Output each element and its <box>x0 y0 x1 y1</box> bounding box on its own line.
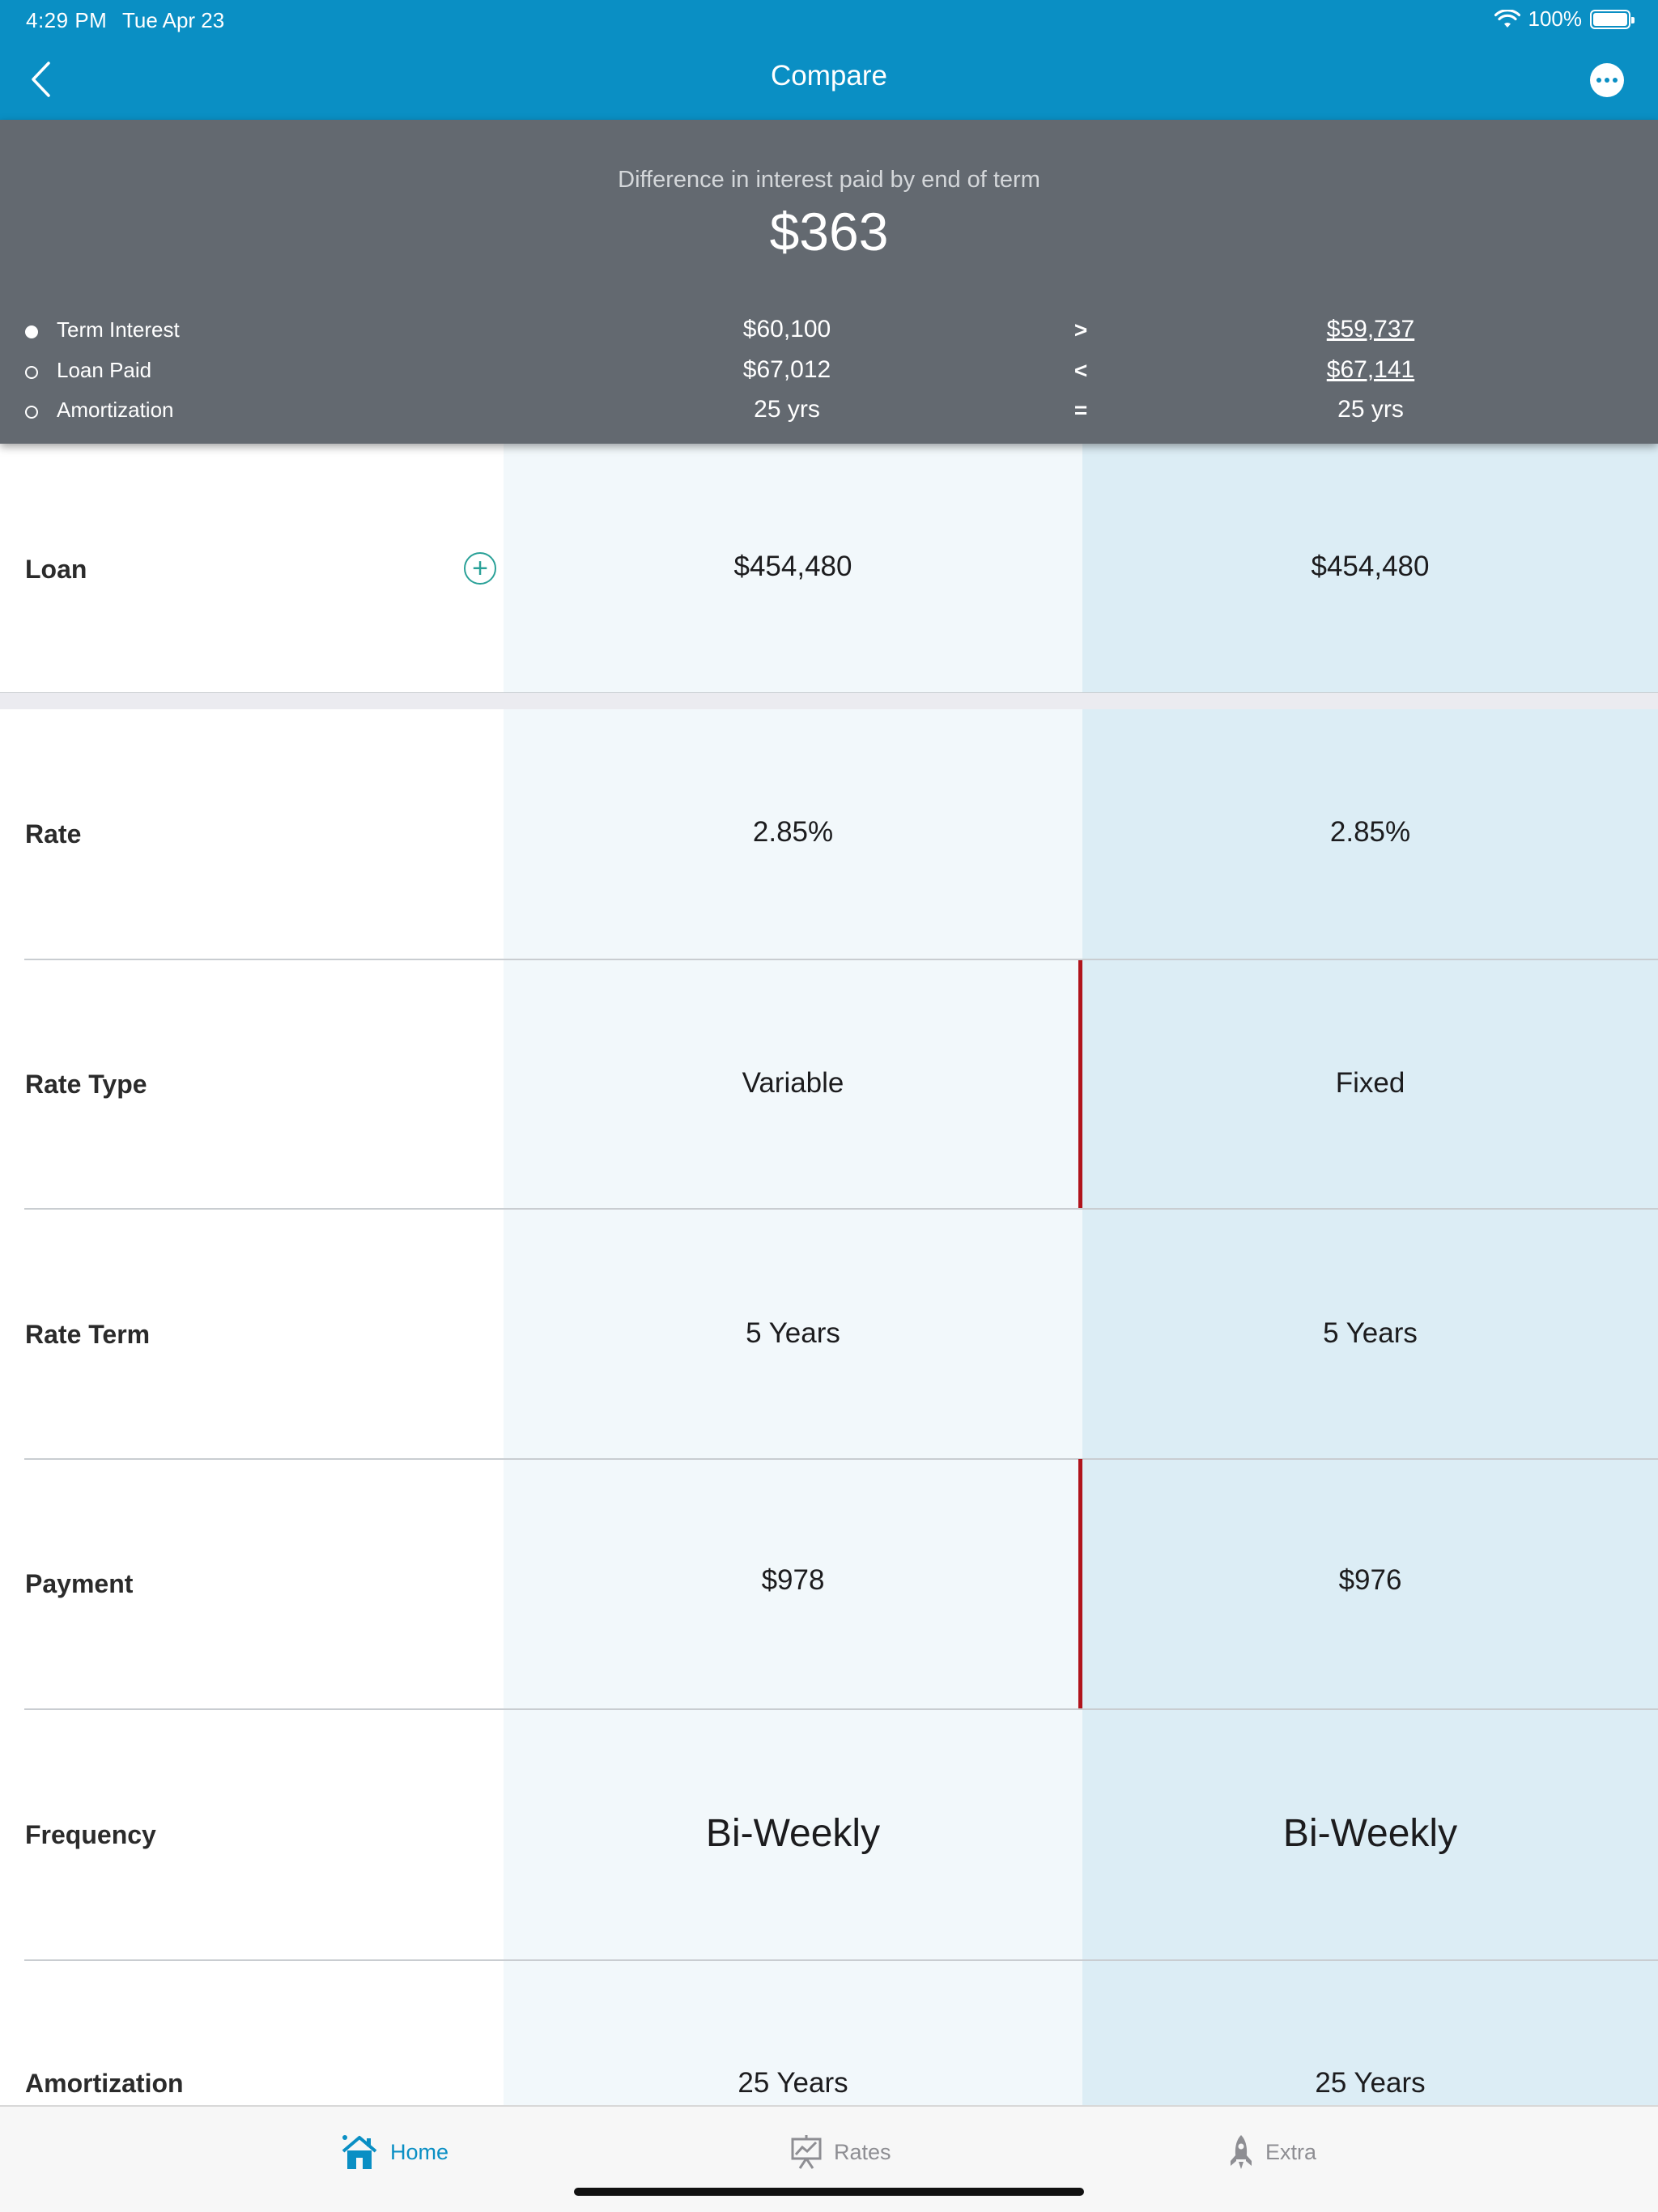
scenario-b-column <box>1082 444 1658 2105</box>
scenario-a-value[interactable]: $978 <box>761 1564 825 1596</box>
summary-row-amortization[interactable]: Amortization 25 yrs = 25 yrs <box>0 394 1658 435</box>
home-icon <box>342 2135 377 2169</box>
status-time: 4:29 PM <box>26 8 108 32</box>
scenario-b-value[interactable]: $976 <box>1338 1564 1402 1596</box>
row-divider <box>24 1708 1658 1710</box>
plus-circle-icon[interactable]: + <box>464 552 496 585</box>
row-label: Rate Type <box>25 1070 147 1099</box>
battery-percent: 100% <box>1528 6 1583 31</box>
summary-right-value: $59,737 <box>1326 316 1415 342</box>
summary-row-loan-paid[interactable]: Loan Paid $67,012 < $67,141 <box>0 355 1658 395</box>
scenario-b-value[interactable]: 2.85% <box>1329 816 1411 848</box>
tab-label: Home <box>390 2139 449 2164</box>
chevron-left-icon <box>32 62 50 97</box>
scenario-a-value[interactable]: 5 Years <box>746 1317 840 1349</box>
summary-compare-symbol: > <box>1073 317 1088 342</box>
table-row-rate[interactable]: Rate 2.85% 2.85% <box>0 709 1658 959</box>
radio-unselected-icon[interactable] <box>25 406 38 419</box>
row-label: Payment <box>25 1569 134 1598</box>
table-row-rate-type[interactable]: Rate Type Variable Fixed <box>0 960 1658 1209</box>
tab-label: Extra <box>1265 2139 1317 2164</box>
chart-board-icon <box>791 2135 822 2169</box>
summary-right-value: 25 yrs <box>1337 396 1404 423</box>
comparison-summary: Difference in interest paid by end of te… <box>0 120 1658 444</box>
summary-right-value: $67,141 <box>1326 356 1415 383</box>
back-button[interactable] <box>23 57 58 102</box>
home-indicator <box>574 2188 1084 2196</box>
table-row-frequency[interactable]: Frequency Bi-Weekly Bi-Weekly <box>0 1709 1658 1960</box>
radio-unselected-icon[interactable] <box>25 366 38 379</box>
tab-bar: Home Rates Extra <box>0 2105 1658 2212</box>
summary-row-label: Amortization <box>57 398 174 422</box>
scenario-a-column <box>504 444 1082 2105</box>
scenario-b-value[interactable]: Bi-Weekly <box>1282 1812 1458 1855</box>
scenario-a-value[interactable]: 2.85% <box>752 816 834 848</box>
page-title: Compare <box>771 60 887 91</box>
row-label: Loan <box>25 555 87 584</box>
comparison-table: Loan + $454,480 $454,480 Rate 2.85% 2.85… <box>0 444 1658 2105</box>
summary-left-value: 25 yrs <box>754 396 820 423</box>
difference-marker <box>1078 960 1082 1209</box>
summary-row-label: Loan Paid <box>57 358 152 382</box>
radio-selected-icon[interactable] <box>25 325 38 338</box>
row-divider <box>24 1959 1658 1961</box>
more-dot-icon <box>1605 78 1609 83</box>
status-indicators: 100% <box>1494 6 1635 32</box>
more-dot-icon <box>1596 78 1601 83</box>
top-bar: 4:29 PM Tue Apr 23 100% Compare <box>0 0 1658 120</box>
section-separator <box>0 693 1658 709</box>
summary-left-value: $67,012 <box>742 356 831 383</box>
status-date: Tue Apr 23 <box>122 8 225 32</box>
summary-row-term-interest[interactable]: Term Interest $60,100 > $59,737 <box>0 314 1658 355</box>
table-row-amortization[interactable]: Amortization 25 Years 25 Years <box>0 1960 1658 2105</box>
rocket-icon <box>1231 2135 1252 2169</box>
table-row-loan[interactable]: Loan + $454,480 $454,480 <box>0 444 1658 693</box>
summary-compare-symbol: = <box>1073 398 1088 423</box>
table-row-rate-term[interactable]: Rate Term 5 Years 5 Years <box>0 1209 1658 1459</box>
row-label: Frequency <box>25 1820 156 1849</box>
scenario-b-value[interactable]: $454,480 <box>1311 551 1430 582</box>
row-label: Rate <box>25 819 82 849</box>
row-label: Amortization <box>25 2069 184 2098</box>
row-divider <box>24 959 1658 960</box>
scenario-b-value[interactable]: 5 Years <box>1323 1317 1418 1349</box>
difference-value: $363 <box>769 202 889 262</box>
more-options-button[interactable] <box>1590 63 1624 97</box>
summary-row-label: Term Interest <box>57 317 180 342</box>
scenario-a-value[interactable]: Variable <box>742 1067 844 1099</box>
row-divider <box>24 1208 1658 1210</box>
tab-rates[interactable]: Rates <box>790 2128 891 2176</box>
scenario-b-value[interactable]: Fixed <box>1335 1067 1405 1099</box>
scenario-b-value[interactable]: 25 Years <box>1315 2067 1426 2099</box>
tab-home[interactable]: Home <box>340 2128 449 2176</box>
battery-icon <box>1590 9 1635 29</box>
summary-left-value: $60,100 <box>742 316 831 342</box>
wifi-icon <box>1494 9 1520 28</box>
scenario-a-value[interactable]: 25 Years <box>738 2067 848 2099</box>
tab-label: Rates <box>834 2139 891 2164</box>
difference-marker <box>1078 1459 1082 1709</box>
more-dot-icon <box>1613 78 1618 83</box>
scenario-a-value[interactable]: Bi-Weekly <box>705 1812 881 1855</box>
table-row-payment[interactable]: Payment $978 $976 <box>0 1459 1658 1709</box>
scenario-a-value[interactable]: $454,480 <box>733 551 852 582</box>
difference-label: Difference in interest paid by end of te… <box>618 167 1040 193</box>
tab-extra[interactable]: Extra <box>1228 2128 1316 2176</box>
row-label: Rate Term <box>25 1320 151 1349</box>
summary-compare-symbol: < <box>1073 358 1088 383</box>
row-divider <box>24 1458 1658 1460</box>
